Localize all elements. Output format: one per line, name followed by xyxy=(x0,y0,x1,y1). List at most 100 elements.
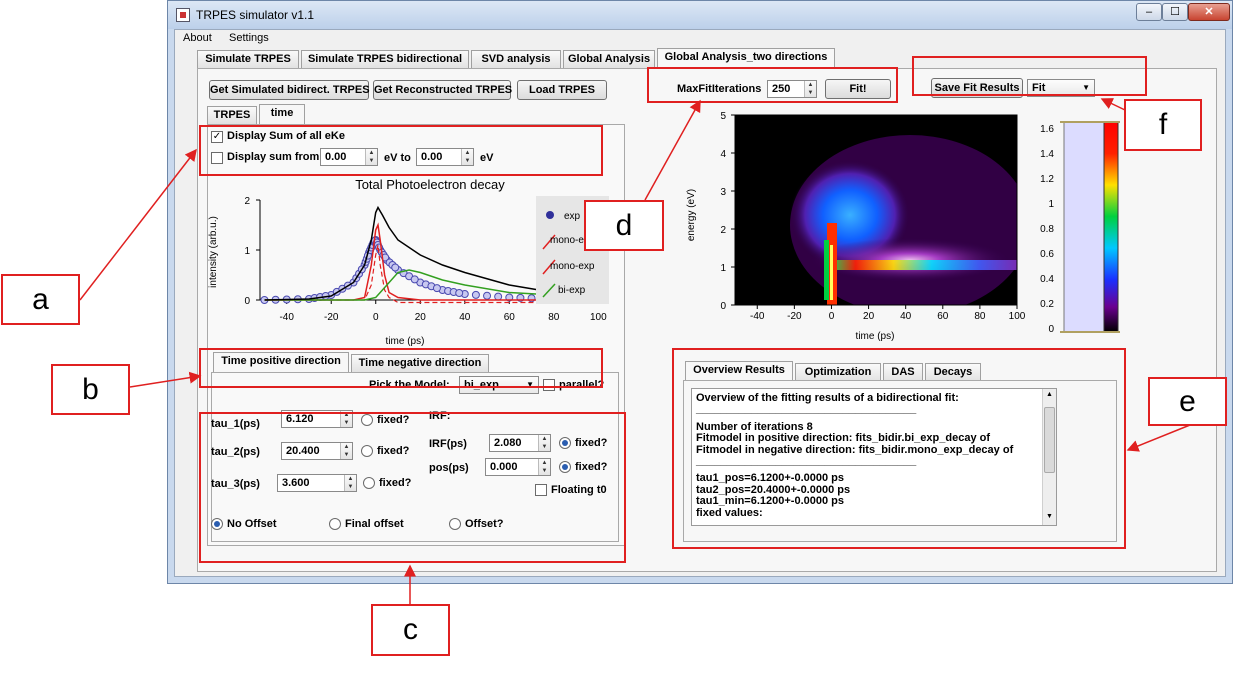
tau1-value: 6.120 xyxy=(286,413,314,425)
results-text-area[interactable]: Overview of the fitting results of a bid… xyxy=(691,388,1057,526)
final-offset-radio[interactable] xyxy=(329,518,341,530)
display-sum-from-checkbox[interactable] xyxy=(211,152,223,164)
subtab-time[interactable]: time xyxy=(259,104,305,124)
legend-mono-exp: mono-exp xyxy=(550,261,595,272)
tab-svd-analysis[interactable]: SVD analysis xyxy=(471,50,561,68)
irf-fixed-radio[interactable] xyxy=(559,437,571,449)
pos-input[interactable]: 0.000 ▲ ▼ xyxy=(485,458,551,476)
load-trpes-button[interactable]: Load TRPES xyxy=(517,80,607,100)
max-fit-iterations-input[interactable]: 250 ▲ ▼ xyxy=(767,80,817,98)
no-offset-radio[interactable] xyxy=(211,518,223,530)
irf-input[interactable]: 2.080 ▲ ▼ xyxy=(489,434,551,452)
y-tick-label: 0 xyxy=(244,296,250,307)
window-title: TRPES simulator v1.1 xyxy=(196,8,315,22)
tau2-input[interactable]: 20.400 ▲ ▼ xyxy=(281,442,353,460)
tab-das[interactable]: DAS xyxy=(883,363,923,381)
results-line: ____________________________________ xyxy=(696,403,917,416)
results-scrollbar[interactable]: ▲ ▼ xyxy=(1042,389,1056,525)
model-select[interactable]: bi_exp ▼ xyxy=(459,376,539,394)
save-format-select[interactable]: Fit ▼ xyxy=(1027,79,1095,97)
legend-mono-exp-line xyxy=(542,259,556,275)
legend-bi-exp: bi-exp xyxy=(558,285,586,296)
tab-decays[interactable]: Decays xyxy=(925,363,981,381)
floating-t0-checkbox[interactable] xyxy=(535,484,547,496)
tab-time-negative[interactable]: Time negative direction xyxy=(351,354,489,372)
fit-button[interactable]: Fit! xyxy=(825,79,891,99)
plot-title: Total Photoelectron decay xyxy=(355,177,505,192)
annotation-box-f xyxy=(912,56,1147,96)
no-offset-label: No Offset xyxy=(227,518,277,530)
annotation-box-b xyxy=(199,348,603,388)
spin-arrows-icon[interactable]: ▲ ▼ xyxy=(538,459,550,475)
tab-simulate-trpes[interactable]: Simulate TRPES xyxy=(197,50,299,68)
scrollbar-thumb[interactable] xyxy=(1044,407,1055,473)
get-reconstructed-button[interactable]: Get Reconstructed TRPES xyxy=(373,80,512,100)
heat-x-tick-label: 80 xyxy=(974,311,986,322)
heat-y-tick-label: 4 xyxy=(720,149,726,160)
series-line xyxy=(264,269,599,301)
app-icon xyxy=(176,8,190,22)
close-button[interactable]: ✕ xyxy=(1188,3,1230,21)
spin-arrows-icon[interactable]: ▲ ▼ xyxy=(804,81,816,97)
scroll-down-icon[interactable]: ▼ xyxy=(1046,513,1053,520)
legend-exp-marker xyxy=(546,211,554,219)
menu-about[interactable]: About xyxy=(183,32,212,44)
menu-bar: About Settings xyxy=(175,30,1225,48)
tau3-input[interactable]: 3.600 ▲ ▼ xyxy=(277,474,357,492)
minimize-button[interactable]: – xyxy=(1136,3,1162,21)
save-fit-results-button[interactable]: Save Fit Results xyxy=(931,78,1023,98)
tab-optimization[interactable]: Optimization xyxy=(795,363,881,381)
x-tick-label: 0 xyxy=(373,312,379,323)
sum-to-input[interactable]: 0.00 ▲ ▼ xyxy=(416,148,474,166)
tau1-input[interactable]: 6.120 ▲ ▼ xyxy=(281,410,353,428)
maximize-button[interactable]: ☐ xyxy=(1162,3,1188,21)
legend-mono-e-line xyxy=(542,234,556,250)
heat-y-tick-label: 0 xyxy=(720,301,726,312)
exp-point xyxy=(471,290,480,299)
pos-label: pos(ps) xyxy=(429,462,469,474)
scroll-up-icon[interactable]: ▲ xyxy=(1046,391,1053,398)
ev-to-label: eV to xyxy=(384,152,411,164)
callout-b: b xyxy=(51,364,130,415)
get-simulated-button[interactable]: Get Simulated bidirect. TRPES xyxy=(209,80,370,100)
spin-arrows-icon[interactable]: ▲ ▼ xyxy=(340,443,352,459)
tau2-fixed-radio[interactable] xyxy=(361,445,373,457)
x-tick-label: -40 xyxy=(279,312,294,323)
display-sum-all-checkbox[interactable]: ✓ xyxy=(211,131,223,143)
offset-radio[interactable] xyxy=(449,518,461,530)
tab-time-positive[interactable]: Time positive direction xyxy=(213,352,349,372)
spin-arrows-icon[interactable]: ▲ ▼ xyxy=(340,411,352,427)
x-tick-label: 20 xyxy=(415,312,427,323)
tab-overview-results[interactable]: Overview Results xyxy=(685,361,793,381)
tau3-fixed-label: fixed? xyxy=(379,477,412,489)
annotation-box-a xyxy=(199,125,603,176)
menu-settings[interactable]: Settings xyxy=(229,32,269,44)
tab-simulate-bidirectional[interactable]: Simulate TRPES bidirectional xyxy=(301,50,469,68)
tau3-fixed-radio[interactable] xyxy=(363,477,375,489)
spin-arrows-icon[interactable]: ▲ ▼ xyxy=(344,475,356,491)
pos-fixed-radio[interactable] xyxy=(559,461,571,473)
sum-to-value: 0.00 xyxy=(421,151,443,163)
series-line xyxy=(264,222,599,301)
heat-x-axis-label: time (ps) xyxy=(856,331,895,342)
chevron-down-icon: ▼ xyxy=(526,380,534,389)
callout-d: d xyxy=(584,200,664,251)
spin-arrows-icon[interactable]: ▲ ▼ xyxy=(365,149,377,165)
subtab-trpes[interactable]: TRPES xyxy=(207,106,257,124)
tab-global-analysis[interactable]: Global Analysis xyxy=(563,50,655,68)
final-offset-label: Final offset xyxy=(345,518,404,530)
parallel-checkbox[interactable] xyxy=(543,379,555,391)
pos-fixed-label: fixed? xyxy=(575,461,608,473)
tab-global-analysis-two-directions[interactable]: Global Analysis_two directions xyxy=(657,48,835,68)
tau1-fixed-radio[interactable] xyxy=(361,414,373,426)
y-tick-label: 2 xyxy=(244,196,250,207)
title-bar[interactable]: TRPES simulator v1.1 – ☐ ✕ xyxy=(168,1,1232,29)
spin-arrows-icon[interactable]: ▲ ▼ xyxy=(461,149,473,165)
sum-from-input[interactable]: 0.00 ▲ ▼ xyxy=(320,148,378,166)
spin-arrows-icon[interactable]: ▲ ▼ xyxy=(538,435,550,451)
legend-exp: exp xyxy=(564,211,581,222)
heatmap-image xyxy=(790,135,1017,305)
results-line: fixed values: xyxy=(696,506,763,519)
heat-x-tick-label: 100 xyxy=(1009,311,1026,322)
results-line: Number of iterations 8 xyxy=(696,420,813,433)
